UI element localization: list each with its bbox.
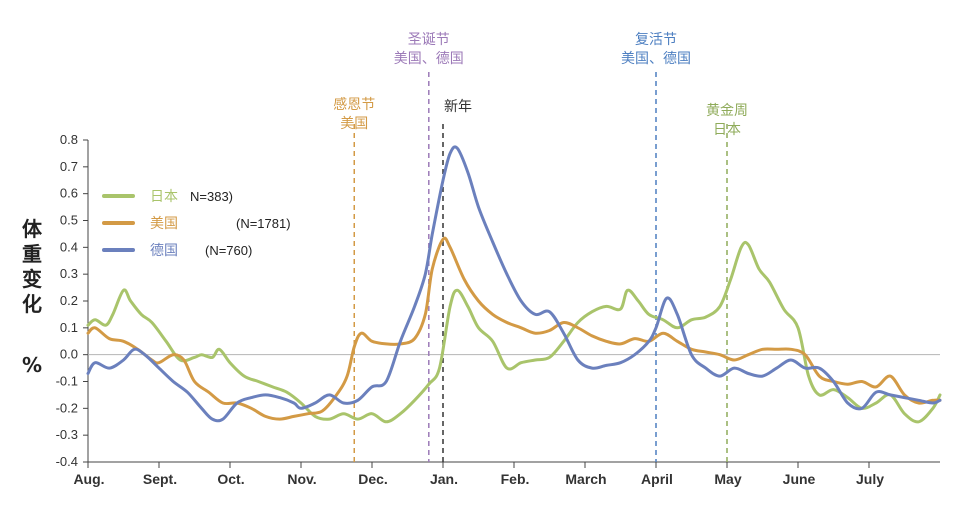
series-line (86, 236, 942, 421)
y-tick-label: 0.6 (60, 186, 78, 201)
holiday-sublabel: 美国 (340, 116, 368, 132)
y-tick-label: 0.1 (60, 320, 78, 335)
legend-name: 德国 (150, 243, 178, 259)
y-tick-label: 0.5 (60, 213, 78, 228)
series-lines (86, 145, 942, 424)
y-tick-label: -0.1 (56, 374, 78, 389)
holiday-label: 复活节 (635, 31, 677, 48)
x-tick-label: April (641, 471, 673, 487)
holiday-label: 圣诞节 (408, 32, 450, 48)
x-tick-label: Oct. (217, 471, 244, 487)
x-tick-label: Feb. (501, 471, 530, 487)
y-tick-label: -0.3 (56, 427, 78, 442)
x-tick-label: July (856, 471, 884, 487)
x-tick-label: June (783, 471, 816, 487)
x-tick-label: Nov. (287, 471, 316, 487)
legend: 日本 N=383) 美国 (N=1781) 德国 (N=760) (102, 189, 291, 259)
legend-n: N=383) (190, 189, 233, 204)
series-line (86, 240, 942, 424)
y-axis-label-char: 重 (22, 242, 42, 266)
holiday-sublabel: 日本 (713, 122, 741, 138)
y-tick-label: 0.3 (60, 266, 78, 281)
y-tick-label: 0.7 (60, 159, 78, 174)
legend-n: (N=1781) (236, 216, 291, 231)
y-tick-label: -0.4 (56, 454, 78, 469)
x-tick-label: Jan. (430, 471, 458, 487)
y-tick-label: -0.2 (56, 400, 78, 415)
legend-name: 美国 (150, 216, 178, 232)
x-tick-label: Aug. (73, 471, 104, 487)
x-tick-label: May (714, 471, 741, 487)
legend-name: 日本 (150, 189, 178, 205)
holiday-sublabel: 美国、德国 (621, 51, 691, 67)
x-tick-label: Dec. (358, 471, 388, 487)
y-tick-label: 0.8 (60, 132, 78, 147)
holiday-label: 黄金周 (706, 102, 748, 119)
y-tick-label: 0.2 (60, 293, 78, 308)
series-line (86, 145, 942, 423)
holiday-label: 感恩节 (333, 96, 375, 113)
y-axis-unit: % (22, 353, 42, 377)
y-tick-label: 0.4 (60, 239, 78, 254)
y-axis-label-char: 变 (22, 267, 42, 291)
legend-n: (N=760) (205, 243, 252, 258)
y-axis-label-char: 体 (22, 217, 43, 241)
x-tick-label: Sept. (143, 471, 177, 487)
x-tick-label: March (565, 471, 606, 487)
holiday-label: 新年 (444, 99, 472, 115)
axes: 0.8 0.7 0.6 0.5 0.4 0.3 0.2 0.1 0.0 -0.1 -0.2 -0.3 -… (56, 132, 940, 487)
y-axis-label-char: 化 (22, 292, 42, 316)
y-tick-label: 0.0 (60, 347, 78, 362)
holiday-sublabel: 美国、德国 (394, 51, 464, 67)
